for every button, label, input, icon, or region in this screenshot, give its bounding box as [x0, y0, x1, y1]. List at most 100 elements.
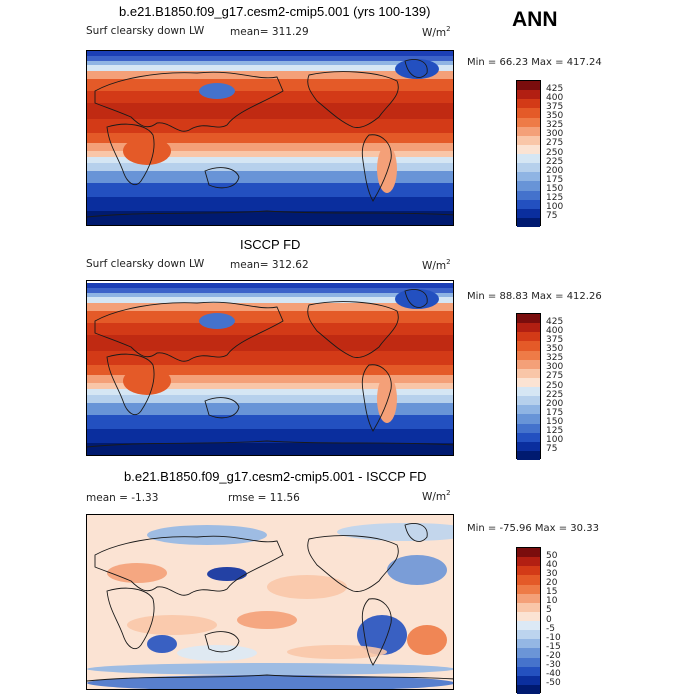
colorbar-tick-label: -15 — [546, 641, 561, 652]
colorbar-tick-label: 375 — [546, 101, 564, 112]
colorbar-swatch — [517, 181, 540, 191]
colorbar-tick-label: 5 — [546, 605, 552, 616]
colorbar-swatch — [517, 359, 540, 369]
colorbar-swatch — [517, 450, 540, 460]
colorbar-swatch — [517, 675, 540, 685]
coastline — [94, 301, 284, 362]
map-panel-diff — [86, 514, 454, 690]
colorbar-swatch — [517, 396, 540, 406]
colorbar-tick-label: 50 — [546, 550, 558, 561]
colorbar-tick-label: 250 — [546, 147, 564, 158]
colorbar-swatch — [517, 548, 540, 558]
coastline — [106, 353, 155, 415]
panel-variable-label: Surf clearsky down LW — [86, 258, 205, 270]
coastline — [94, 535, 284, 596]
colorbar-swatch — [517, 657, 540, 667]
colorbar-tick-label: 100 — [546, 435, 564, 446]
colorbar-swatch — [517, 126, 540, 136]
panel-units-label: W/m2 — [422, 25, 451, 39]
colorbar-tick-label: 40 — [546, 559, 558, 570]
colorbar-swatch — [517, 135, 540, 145]
panel-minmax-label: Min = 66.23 Max = 417.24 — [467, 57, 602, 68]
colorbar-tick-label: 150 — [546, 417, 564, 427]
colorbar-swatch — [517, 144, 540, 154]
colorbar-swatch — [517, 108, 540, 118]
map-field-model — [87, 51, 453, 225]
coastline — [404, 289, 428, 308]
colorbar-tick-label: -10 — [546, 632, 561, 643]
coastline — [404, 59, 428, 78]
colorbar-swatch — [517, 621, 540, 631]
coastline — [361, 598, 392, 666]
colorbar-tick-label: 175 — [546, 174, 564, 185]
panel-mean-label: mean= 311.29 — [230, 26, 309, 38]
panel-title-model: b.e21.B1850.f09_g17.cesm2-cmip5.001 (yrs… — [119, 4, 431, 19]
coastline — [204, 397, 240, 419]
colorbar-tick-label: 275 — [546, 371, 564, 382]
panel-variable-label: Surf clearsky down LW — [86, 25, 205, 37]
colorbar-swatch — [517, 666, 540, 676]
map-field-obs — [87, 283, 453, 455]
colorbar-swatch — [517, 368, 540, 378]
colorbar-tick-label: -5 — [546, 623, 555, 634]
colorbar-tick-label: 125 — [546, 193, 564, 204]
colorbar-swatch — [517, 639, 540, 649]
colorbar-obs — [516, 313, 541, 460]
colorbar-swatch — [517, 684, 540, 694]
season-label: ANN — [512, 8, 558, 31]
colorbar-tick-label: 400 — [546, 92, 564, 103]
panel-mean-label: mean= 312.62 — [230, 259, 309, 271]
colorbar-tick-label: 225 — [546, 389, 564, 400]
colorbar-swatch — [517, 208, 540, 218]
map-field-diff — [87, 515, 453, 689]
coastline — [106, 123, 155, 185]
colorbar-swatch — [517, 423, 540, 433]
coastline — [204, 631, 240, 653]
panel-title-diff: b.e21.B1850.f09_g17.cesm2-cmip5.001 - IS… — [124, 469, 427, 484]
colorbar-swatch — [517, 441, 540, 451]
colorbar-swatch — [517, 350, 540, 360]
colorbar-tick-label: 225 — [546, 156, 564, 167]
coastline — [87, 674, 453, 682]
colorbar-tick-label: 150 — [546, 184, 564, 194]
colorbar-tick-label: 300 — [546, 129, 564, 140]
colorbar-tick-label: 375 — [546, 334, 564, 345]
colorbar-tick-label: 0 — [546, 614, 552, 625]
colorbar-swatch — [517, 602, 540, 612]
colorbar-tick-label: -40 — [546, 669, 561, 680]
colorbar-tick-label: 75 — [546, 444, 558, 455]
colorbar-swatch — [517, 190, 540, 200]
colorbar-tick-label: 275 — [546, 138, 564, 149]
coastline — [94, 71, 284, 132]
colorbar-tick-label: 125 — [546, 426, 564, 437]
coastline — [307, 535, 399, 592]
colorbar-swatch — [517, 584, 540, 594]
colorbar-swatch — [517, 557, 540, 567]
map-panel-model — [86, 50, 454, 226]
colorbar-swatch — [517, 117, 540, 127]
colorbar-tick-label: 75 — [546, 211, 558, 222]
colorbar-tick-label: 10 — [546, 596, 558, 607]
colorbar-swatch — [517, 81, 540, 91]
panel-minmax-label: Min = 88.83 Max = 412.26 — [467, 291, 602, 302]
colorbar-tick-label: 425 — [546, 316, 564, 327]
colorbar-swatch — [517, 314, 540, 324]
colorbar-tick-label: 325 — [546, 353, 564, 364]
colorbar-tick-label: 325 — [546, 120, 564, 131]
colorbar-swatch — [517, 323, 540, 333]
colorbar-tick-label: 250 — [546, 380, 564, 391]
colorbar-swatch — [517, 630, 540, 640]
colorbar-swatch — [517, 432, 540, 442]
colorbar-tick-label: 100 — [546, 202, 564, 213]
colorbar-tick-label: 425 — [546, 83, 564, 94]
colorbar-swatch — [517, 405, 540, 415]
coastline — [307, 301, 399, 358]
colorbar-swatch — [517, 566, 540, 576]
colorbar-tick-label: -20 — [546, 651, 561, 661]
colorbar-swatch — [517, 332, 540, 342]
colorbar-tick-label: 200 — [546, 398, 564, 409]
coastline — [361, 134, 392, 202]
panel-title-obs: ISCCP FD — [240, 237, 301, 252]
coastline — [87, 440, 453, 448]
colorbar-tick-label: 400 — [546, 325, 564, 336]
